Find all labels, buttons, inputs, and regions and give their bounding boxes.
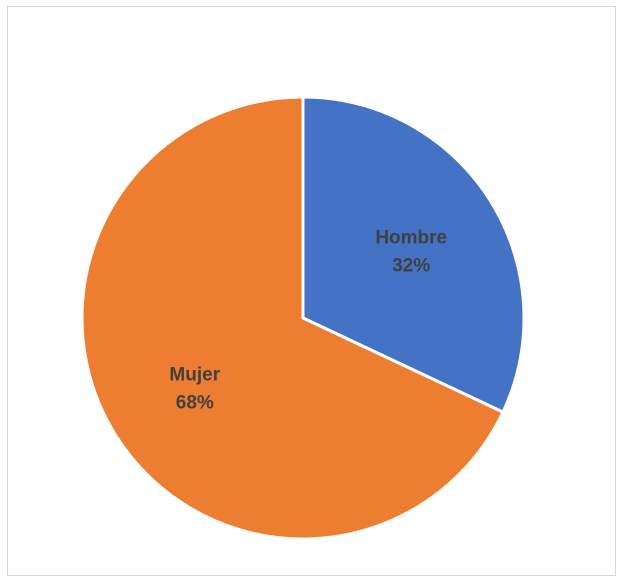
- pie-labels: Hombre 32% Mujer 68%: [169, 227, 447, 413]
- slice-percent-label: 32%: [392, 255, 430, 276]
- slice-category-label: Hombre: [375, 227, 447, 248]
- pie-slice-hombre: [301, 95, 526, 414]
- slice-percent-label: 68%: [176, 393, 214, 414]
- slice-category-label: Mujer: [169, 365, 220, 386]
- pie-slices: [80, 95, 526, 541]
- pie-slice-mujer: [80, 95, 505, 541]
